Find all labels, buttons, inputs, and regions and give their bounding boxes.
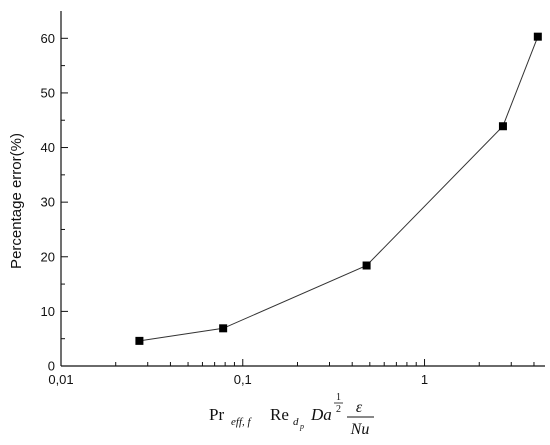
y-tick-label: 10: [41, 304, 55, 319]
x-tick-label: 1: [421, 372, 428, 387]
x-title-re-subsub: p: [299, 422, 304, 431]
x-axis-title: Pr eff, f Re d p Da 1 2 ε Nu: [209, 392, 374, 438]
x-tick-label: 0,1: [234, 372, 252, 387]
data-point-marker: [135, 336, 144, 345]
x-title-pr: Pr: [209, 405, 224, 424]
data-point-marker: [498, 122, 507, 131]
x-title-frac-den: Nu: [350, 421, 370, 438]
y-tick-label: 20: [41, 249, 55, 264]
data-point-marker: [219, 324, 228, 333]
x-title-pr-sub: eff, f: [231, 416, 252, 428]
y-tick-label: 30: [41, 195, 55, 210]
y-axis-title: Percentage error(%): [8, 133, 25, 269]
plot-area: [135, 32, 542, 345]
x-title-da-exp-num: 1: [336, 392, 341, 403]
axes: [60, 11, 545, 367]
x-tick-label: 0,01: [48, 372, 73, 387]
x-title-re: Re: [270, 405, 289, 424]
x-title-frac-num: ε: [356, 399, 363, 416]
y-tick-label: 0: [48, 359, 55, 374]
y-tick-label: 40: [41, 140, 55, 155]
tick-labels: 0 10 20 30 40 50 60 0,01 0,1 1: [41, 31, 429, 387]
y-tick-label: 60: [41, 31, 55, 46]
y-tick-label: 50: [41, 85, 55, 100]
series-line: [139, 36, 539, 342]
data-point-marker: [362, 261, 371, 270]
x-title-re-sub: d: [293, 416, 299, 428]
x-title-da-exp-den: 2: [336, 404, 341, 415]
data-point-marker: [533, 32, 542, 41]
x-title-da: Da: [310, 405, 332, 424]
